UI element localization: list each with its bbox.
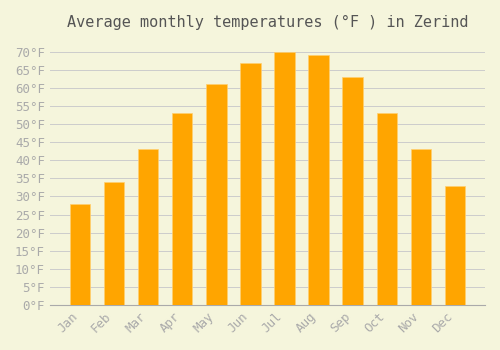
Bar <box>240 63 260 305</box>
Bar <box>342 77 363 305</box>
Bar <box>70 204 90 305</box>
Title: Average monthly temperatures (°F ) in Zerind: Average monthly temperatures (°F ) in Ze… <box>66 15 468 30</box>
Bar <box>274 52 294 305</box>
Bar <box>206 84 227 305</box>
Bar <box>172 113 193 305</box>
Bar <box>308 55 329 305</box>
Bar <box>410 149 431 305</box>
Bar <box>138 149 158 305</box>
Bar <box>445 186 465 305</box>
Bar <box>376 113 397 305</box>
Bar <box>104 182 124 305</box>
